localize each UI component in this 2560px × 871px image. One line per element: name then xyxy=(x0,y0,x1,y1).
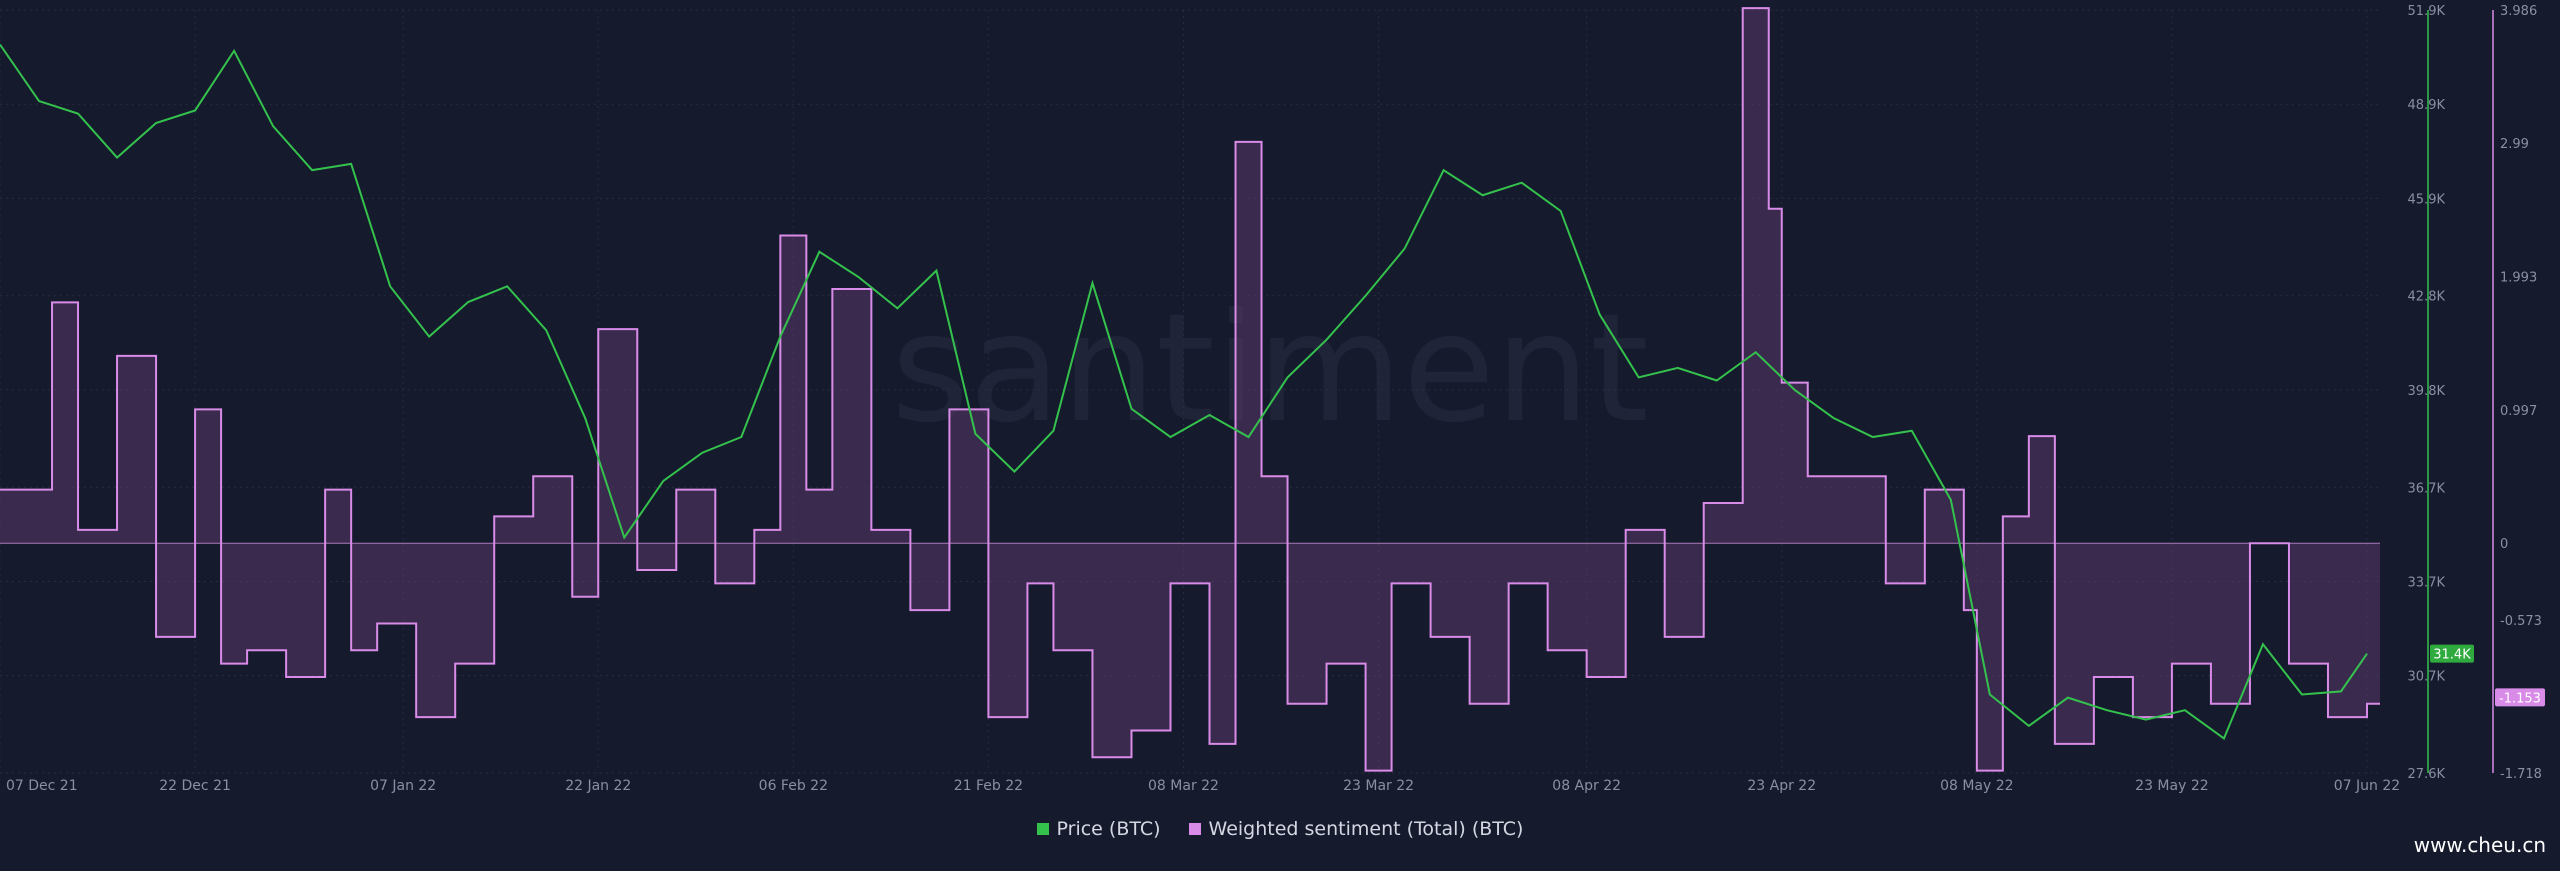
sentiment-current-value: -1.153 xyxy=(2499,691,2541,706)
sentiment-tick-label: 3.986 xyxy=(2500,4,2537,19)
x-tick-label: 08 Mar 22 xyxy=(1148,778,1219,794)
x-tick-label: 23 May 22 xyxy=(2135,778,2208,794)
sentiment-tick-label: 1.993 xyxy=(2500,271,2537,286)
sentiment-tick-label: -0.573 xyxy=(2500,614,2542,629)
x-tick-label: 08 Apr 22 xyxy=(1552,778,1621,794)
price-current-value: 31.4K xyxy=(2433,648,2471,663)
sentiment-tick-label: 0 xyxy=(2500,537,2508,552)
price-tick-label: 33.7K xyxy=(2408,575,2446,590)
sentiment-tick-label: 0.997 xyxy=(2500,404,2537,419)
x-tick-label: 23 Mar 22 xyxy=(1343,778,1414,794)
santiment-watermark: santiment xyxy=(891,282,1649,456)
price-tick-label: 51.9K xyxy=(2408,4,2446,19)
price-tick-label: 36.7K xyxy=(2408,481,2446,496)
x-tick-label: 08 May 22 xyxy=(1940,778,2013,794)
legend-item-price[interactable]: Price (BTC) xyxy=(1037,818,1161,840)
price-tick-label: 48.9K xyxy=(2408,98,2446,113)
legend-swatch-sentiment xyxy=(1189,823,1201,835)
site-watermark: www.cheu.cn xyxy=(2414,833,2546,857)
x-tick-label: 06 Feb 22 xyxy=(759,778,828,794)
legend-swatch-price xyxy=(1037,823,1049,835)
x-tick-label: 23 Apr 22 xyxy=(1747,778,1816,794)
sentiment-tick-label: 2.99 xyxy=(2500,137,2529,152)
chart-legend: Price (BTC) Weighted sentiment (Total) (… xyxy=(0,818,2560,840)
price-tick-label: 30.7K xyxy=(2408,670,2446,685)
legend-label-price: Price (BTC) xyxy=(1057,818,1161,840)
x-tick-label: 07 Jan 22 xyxy=(370,778,436,794)
x-tick-label: 07 Dec 21 xyxy=(6,778,78,794)
legend-label-sentiment: Weighted sentiment (Total) (BTC) xyxy=(1209,818,1524,840)
price-tick-label: 27.6K xyxy=(2408,767,2446,782)
legend-item-sentiment[interactable]: Weighted sentiment (Total) (BTC) xyxy=(1189,818,1524,840)
price-tick-label: 45.9K xyxy=(2408,192,2446,207)
x-tick-label: 07 Jun 22 xyxy=(2334,778,2400,794)
x-tick-label: 21 Feb 22 xyxy=(954,778,1023,794)
x-tick-label: 22 Jan 22 xyxy=(565,778,631,794)
sentiment-tick-label: -1.718 xyxy=(2500,767,2542,782)
x-tick-label: 22 Dec 21 xyxy=(159,778,231,794)
price-tick-label: 42.8K xyxy=(2408,290,2446,305)
price-tick-label: 39.8K xyxy=(2408,384,2446,399)
